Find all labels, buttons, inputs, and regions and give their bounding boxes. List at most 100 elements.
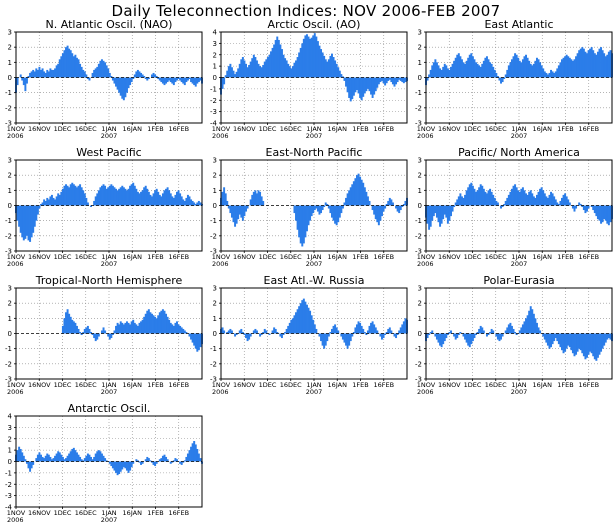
data-bar bbox=[246, 205, 249, 209]
data-bar bbox=[551, 193, 554, 206]
data-bar bbox=[490, 328, 493, 334]
data-bar bbox=[291, 66, 294, 78]
data-bar bbox=[19, 448, 22, 462]
data-bar bbox=[116, 461, 119, 476]
data-bar bbox=[337, 67, 340, 78]
data-bar bbox=[593, 53, 596, 78]
data-bar bbox=[323, 55, 326, 78]
data-bar bbox=[302, 205, 305, 244]
data-bar bbox=[510, 188, 513, 206]
data-bar bbox=[578, 50, 581, 78]
data-bar bbox=[100, 185, 103, 206]
data-bar bbox=[79, 63, 82, 78]
data-bar bbox=[90, 456, 92, 462]
data-bar bbox=[110, 184, 113, 206]
data-bar bbox=[304, 35, 307, 78]
data-bar bbox=[168, 319, 171, 334]
data-bar bbox=[96, 451, 99, 462]
data-bar bbox=[49, 196, 52, 206]
data-bar bbox=[115, 461, 118, 473]
data-bar bbox=[351, 77, 354, 100]
data-bar bbox=[75, 325, 78, 334]
data-bar bbox=[435, 62, 438, 78]
data-bar bbox=[429, 331, 432, 334]
data-bar bbox=[435, 205, 438, 218]
data-bar bbox=[346, 193, 349, 206]
data-bar bbox=[603, 53, 606, 78]
data-bar bbox=[363, 331, 366, 334]
data-bar bbox=[295, 312, 297, 334]
y-tick-label: 1 bbox=[8, 447, 12, 455]
data-bar bbox=[82, 460, 85, 462]
data-bar bbox=[22, 77, 25, 86]
data-bar bbox=[183, 77, 186, 86]
data-bar bbox=[535, 322, 538, 334]
data-bar bbox=[592, 333, 595, 357]
data-bar bbox=[565, 196, 568, 206]
data-bar bbox=[435, 333, 438, 340]
data-bar bbox=[113, 330, 116, 334]
data-bar bbox=[404, 200, 407, 206]
y-tick-label: 1 bbox=[213, 315, 217, 323]
data-bar bbox=[63, 459, 66, 462]
data-bar bbox=[428, 74, 431, 78]
data-bar bbox=[140, 191, 143, 206]
data-bar bbox=[72, 321, 75, 334]
data-bar bbox=[448, 69, 451, 78]
data-bar bbox=[507, 194, 510, 206]
data-bar bbox=[484, 191, 487, 206]
year-label-end: 2007 bbox=[306, 260, 323, 268]
data-bar bbox=[36, 454, 39, 462]
data-bar bbox=[567, 333, 570, 346]
data-bar bbox=[163, 310, 166, 334]
data-bar bbox=[100, 330, 103, 334]
data-bar bbox=[562, 57, 565, 78]
data-bar bbox=[570, 59, 573, 78]
data-bar bbox=[147, 309, 150, 334]
data-bar bbox=[183, 200, 186, 206]
data-bar bbox=[119, 187, 122, 206]
x-tick-label: 1DEC bbox=[54, 381, 72, 389]
data-bar bbox=[147, 191, 150, 206]
y-tick-label: 2 bbox=[8, 44, 12, 52]
data-bar bbox=[63, 185, 66, 206]
data-bar bbox=[93, 456, 96, 462]
data-bar bbox=[586, 205, 588, 212]
data-bar bbox=[136, 69, 139, 78]
data-bar bbox=[141, 74, 144, 78]
data-bar bbox=[119, 321, 122, 334]
data-bar bbox=[100, 453, 103, 462]
data-bar bbox=[85, 197, 88, 206]
y-tick-label: 0 bbox=[8, 458, 12, 466]
data-bar bbox=[540, 187, 543, 206]
data-bar bbox=[143, 75, 146, 78]
data-bar bbox=[127, 322, 130, 334]
data-bar bbox=[467, 187, 470, 206]
data-bar bbox=[188, 77, 191, 80]
data-bar bbox=[121, 77, 124, 99]
data-bar bbox=[196, 77, 199, 84]
data-bar bbox=[324, 59, 327, 78]
data-bar bbox=[363, 187, 366, 206]
data-bar bbox=[274, 328, 277, 334]
data-bar bbox=[91, 459, 94, 462]
data-bar bbox=[122, 324, 125, 334]
data-bar bbox=[135, 188, 138, 206]
data-bar bbox=[102, 60, 105, 78]
data-bar bbox=[68, 187, 71, 206]
data-bar bbox=[296, 57, 299, 78]
data-bar bbox=[446, 333, 449, 336]
data-bar bbox=[360, 77, 363, 101]
data-bar bbox=[121, 322, 124, 334]
data-bar bbox=[379, 333, 382, 337]
data-bar bbox=[299, 47, 302, 78]
data-bar bbox=[535, 57, 538, 78]
data-bar bbox=[138, 461, 141, 463]
data-bar bbox=[191, 200, 194, 206]
x-tick-label: 1FEB bbox=[557, 253, 573, 261]
data-bar bbox=[501, 333, 504, 337]
data-bar bbox=[534, 60, 537, 78]
data-bar bbox=[503, 77, 506, 80]
data-bar bbox=[85, 327, 88, 334]
data-bar bbox=[83, 193, 86, 206]
